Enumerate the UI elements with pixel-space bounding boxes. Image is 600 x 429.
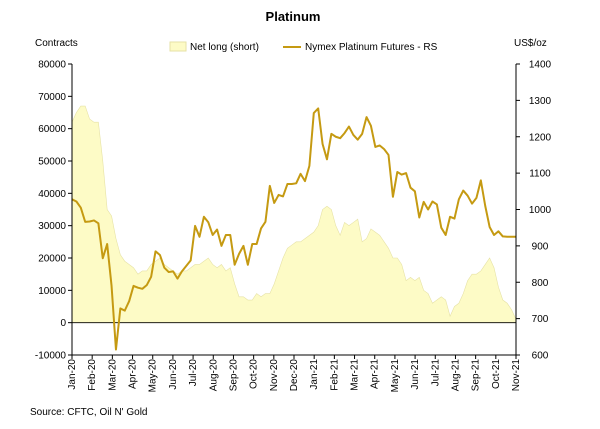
x-tick-label: Sep-21 bbox=[471, 359, 482, 392]
x-tick-label: Aug-20 bbox=[208, 359, 219, 392]
left-axis-label: Contracts bbox=[35, 38, 78, 49]
x-tick-label: Jul-20 bbox=[188, 359, 199, 387]
right-tick-label: 1200 bbox=[529, 132, 552, 143]
legend-label-net-long: Net long (short) bbox=[190, 42, 259, 53]
legend-swatch-net-long bbox=[169, 41, 187, 52]
x-tick-label: Apr-20 bbox=[128, 359, 139, 389]
x-tick-label: Nov-20 bbox=[269, 359, 280, 392]
x-axis-ticks: Jan-20 Feb-20 Mar-20 Apr-20 May-20 Jun-20 Jul-… bbox=[67, 355, 522, 392]
right-axis-ticks: 600 700 800 900 1000 1100 1200 1300 1400 bbox=[516, 60, 552, 362]
x-tick-label: Jun-21 bbox=[410, 359, 421, 390]
nymex-price-line bbox=[71, 107, 516, 351]
left-tick-label: -10000 bbox=[35, 351, 67, 362]
left-tick-label: 60000 bbox=[38, 124, 66, 135]
x-tick-label: Oct-20 bbox=[249, 359, 260, 389]
x-tick-label: Jun-20 bbox=[168, 359, 179, 390]
right-tick-label: 1000 bbox=[529, 205, 552, 216]
right-tick-label: 1400 bbox=[529, 60, 552, 71]
right-tick-label: 1100 bbox=[529, 169, 551, 180]
x-tick-label: Dec-20 bbox=[289, 359, 300, 392]
x-tick-label: Mar-20 bbox=[107, 359, 118, 391]
x-tick-label: Jan-20 bbox=[67, 359, 78, 390]
net-long-area bbox=[71, 105, 517, 323]
right-tick-label: 800 bbox=[532, 278, 549, 289]
legend: Net long (short) Nymex Platinum Futures … bbox=[169, 41, 438, 53]
x-tick-label: Sep-20 bbox=[228, 359, 239, 392]
right-tick-label: 1300 bbox=[529, 96, 552, 107]
right-tick-label: 700 bbox=[532, 314, 549, 325]
x-tick-label: May-21 bbox=[390, 359, 401, 393]
left-tick-label: 40000 bbox=[38, 189, 66, 200]
left-tick-label: 30000 bbox=[38, 221, 66, 232]
chart-title: Platinum bbox=[266, 9, 321, 24]
left-tick-label: 50000 bbox=[38, 157, 66, 168]
right-axis-label: US$/oz bbox=[514, 38, 547, 49]
left-axis-ticks: -10000 0 10000 20000 30000 40000 50000 60000 700… bbox=[35, 60, 72, 362]
x-tick-label: May-20 bbox=[148, 359, 159, 393]
x-tick-label: Jan-21 bbox=[309, 359, 320, 390]
left-tick-label: 80000 bbox=[38, 60, 66, 71]
x-tick-label: Apr-21 bbox=[370, 359, 381, 389]
left-tick-label: 20000 bbox=[38, 254, 66, 265]
x-tick-label: Feb-21 bbox=[329, 359, 340, 391]
plot-frame bbox=[71, 64, 517, 356]
x-tick-label: Nov-21 bbox=[511, 359, 522, 392]
x-tick-label: Aug-21 bbox=[450, 359, 461, 392]
legend-label-nymex: Nymex Platinum Futures - RS bbox=[305, 42, 438, 53]
left-tick-label: 10000 bbox=[38, 286, 66, 297]
x-tick-label: Jul-21 bbox=[430, 359, 441, 387]
right-tick-label: 900 bbox=[532, 241, 549, 252]
x-tick-label: Oct-21 bbox=[491, 359, 502, 389]
x-tick-label: Mar-21 bbox=[350, 359, 361, 391]
left-tick-label: 70000 bbox=[38, 92, 66, 103]
x-tick-label: Feb-20 bbox=[87, 359, 98, 391]
source-note: Source: CFTC, Oil N' Gold bbox=[30, 407, 148, 418]
left-tick-label: 0 bbox=[60, 318, 66, 329]
right-tick-label: 600 bbox=[532, 351, 549, 362]
